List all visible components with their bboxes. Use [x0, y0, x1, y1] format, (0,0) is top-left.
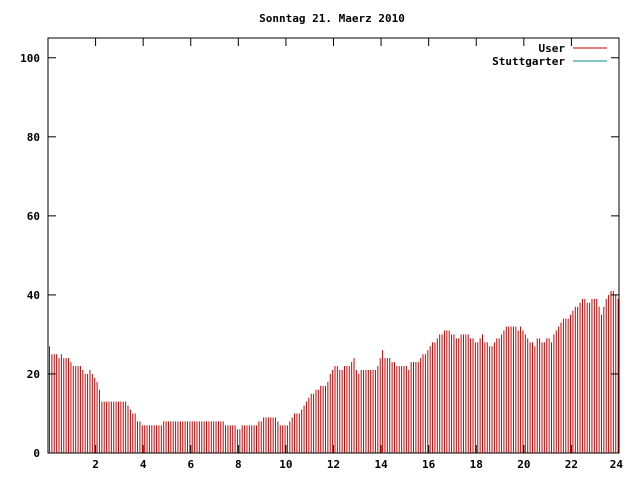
plot-frame	[47, 37, 620, 454]
x-tick-label: 12	[327, 458, 340, 471]
legend-label: User	[539, 42, 566, 55]
y-tick-label: 60	[27, 210, 40, 223]
x-tick-label: 14	[374, 458, 388, 471]
bars-user	[49, 290, 619, 453]
x-tick-label: 10	[279, 458, 292, 471]
y-tick-label: 0	[33, 447, 40, 460]
y-tick-label: 40	[27, 289, 40, 302]
x-tick-label: 22	[565, 458, 578, 471]
x-tick-label: 20	[517, 458, 530, 471]
x-tick-label: 6	[187, 458, 194, 471]
x-tick-label: 4	[140, 458, 147, 471]
y-tick-label: 80	[27, 131, 40, 144]
y-tick-label: 20	[27, 368, 40, 381]
x-tick-label: 18	[470, 458, 483, 471]
x-tick-label: 8	[235, 458, 242, 471]
y-tick-label: 100	[20, 52, 40, 65]
x-tick-label: 2	[92, 458, 99, 471]
x-tick-label: 16	[422, 458, 436, 471]
chart-title: Sonntag 21. Maerz 2010	[259, 12, 405, 25]
legend-label: Stuttgarter	[492, 55, 565, 68]
x-tick-label: 24	[610, 458, 624, 471]
